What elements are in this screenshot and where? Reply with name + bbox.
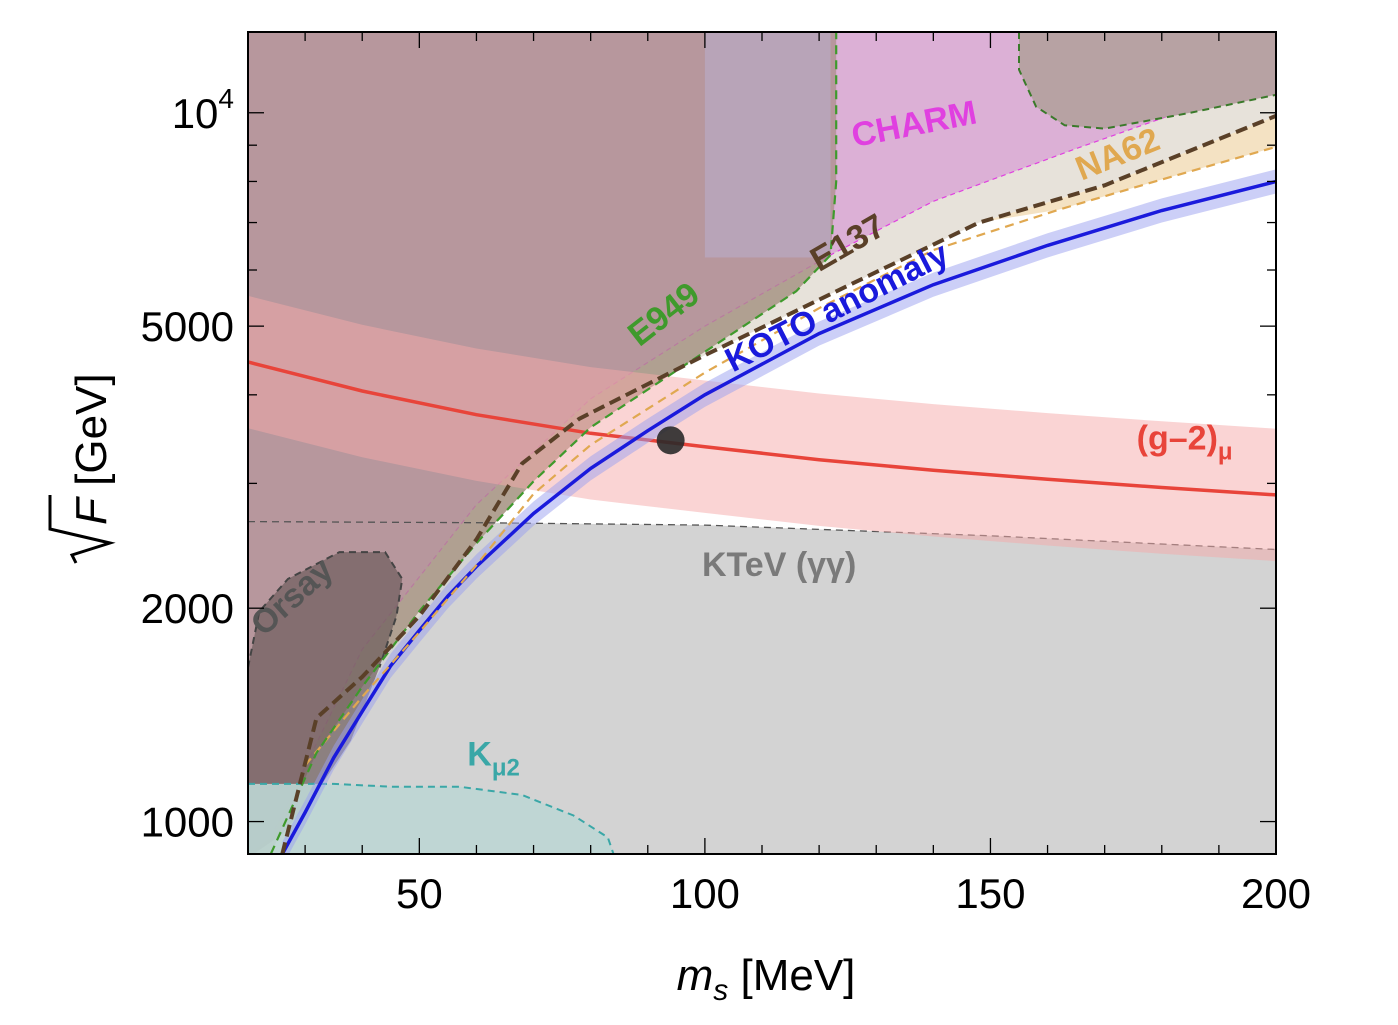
ktev-region [248,521,1276,854]
orsay-boundary [248,551,404,668]
kmu2-region [248,783,614,854]
x-axis-title-unit: [MeV] [728,951,855,1000]
ticks-layer: 50 100 150 200 1000 2000 5000 104 [141,32,1311,917]
annotation-subscript: μ2 [492,754,520,781]
g2-line [248,360,1276,497]
y-tick-label: 104 [172,83,234,137]
x-axis-title-sub: s [713,974,728,1007]
radical-sign [48,495,116,564]
x-axis-title-main: m [677,951,714,1000]
top-right-boundary [1018,32,1276,130]
overlap-column [704,32,831,258]
kmu2-boundary [248,782,615,854]
y-axis-title: F [GeV] [48,373,116,564]
y-axis-title-main: F [67,496,116,525]
top-right-region [1019,32,1276,129]
x-tick-label: 150 [955,870,1025,917]
g2-band [248,295,1276,562]
x-tick-label: 50 [396,870,443,917]
na62-line [304,145,1276,767]
orsay-region [248,552,403,854]
y-tick-label: 2000 [141,585,234,632]
y-axis-title-text: F [GeV] [67,373,116,525]
koto-line [280,179,1276,854]
x-tick-label: 100 [670,870,740,917]
y-axis-title-unit: [GeV] [67,373,116,498]
y-tick-label: 1000 [141,799,234,846]
y-tick-label: 5000 [141,303,234,350]
annotation-label-6: KTeV (γγ) [702,546,856,584]
benchmark-point [656,426,685,455]
e949-line [269,32,838,854]
x-axis-title: ms [MeV] [677,951,856,1007]
x-tick-label: 200 [1241,870,1311,917]
curves-layer [248,32,1276,854]
e137-line [280,114,1276,854]
annotation-subscript: μ [1218,438,1233,465]
y-tick-sup: 4 [218,83,234,114]
ktev-boundary [248,520,1276,551]
axis-titles: ms [MeV] F [GeV] [48,373,856,1007]
